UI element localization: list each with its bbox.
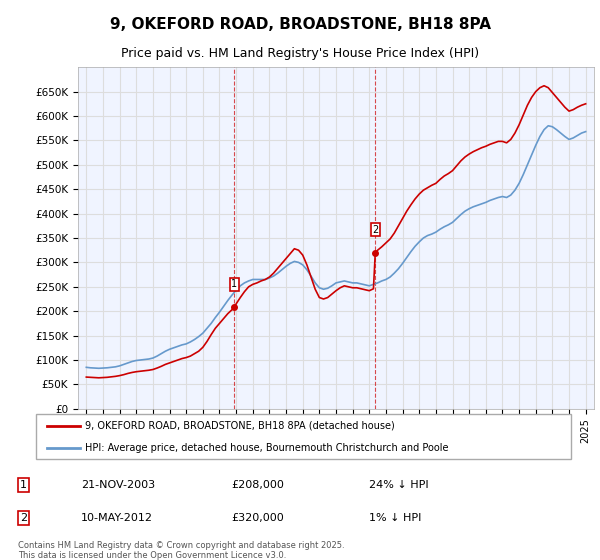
Text: 1: 1 bbox=[231, 279, 238, 289]
Text: £208,000: £208,000 bbox=[231, 480, 284, 490]
Text: 10-MAY-2012: 10-MAY-2012 bbox=[81, 513, 153, 523]
Text: 9, OKEFORD ROAD, BROADSTONE, BH18 8PA: 9, OKEFORD ROAD, BROADSTONE, BH18 8PA bbox=[110, 17, 491, 32]
Text: £320,000: £320,000 bbox=[231, 513, 284, 523]
Text: 24% ↓ HPI: 24% ↓ HPI bbox=[369, 480, 429, 490]
Text: 2: 2 bbox=[20, 513, 27, 523]
Text: Price paid vs. HM Land Registry's House Price Index (HPI): Price paid vs. HM Land Registry's House … bbox=[121, 47, 479, 60]
Text: Contains HM Land Registry data © Crown copyright and database right 2025.
This d: Contains HM Land Registry data © Crown c… bbox=[18, 541, 344, 560]
FancyBboxPatch shape bbox=[35, 414, 571, 459]
Text: 1: 1 bbox=[20, 480, 27, 490]
Text: 21-NOV-2003: 21-NOV-2003 bbox=[81, 480, 155, 490]
Text: 2: 2 bbox=[372, 225, 379, 235]
Text: HPI: Average price, detached house, Bournemouth Christchurch and Poole: HPI: Average price, detached house, Bour… bbox=[85, 443, 449, 453]
Text: 9, OKEFORD ROAD, BROADSTONE, BH18 8PA (detached house): 9, OKEFORD ROAD, BROADSTONE, BH18 8PA (d… bbox=[85, 421, 395, 431]
Text: 1% ↓ HPI: 1% ↓ HPI bbox=[369, 513, 421, 523]
